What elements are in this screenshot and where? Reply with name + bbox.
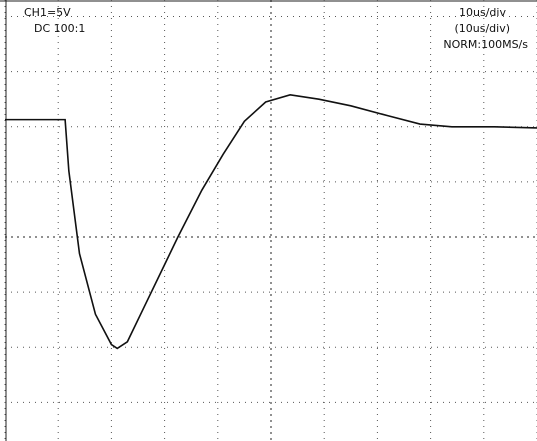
time-scale-alt: (10us/div) <box>454 22 510 35</box>
coupling: DC 100:1 <box>34 22 85 35</box>
channel-scale: CH1=5V <box>24 6 71 19</box>
waveform <box>5 93 537 350</box>
time-scale: 10us/div <box>459 6 506 19</box>
sample-rate: NORM:100MS/s <box>443 38 528 51</box>
